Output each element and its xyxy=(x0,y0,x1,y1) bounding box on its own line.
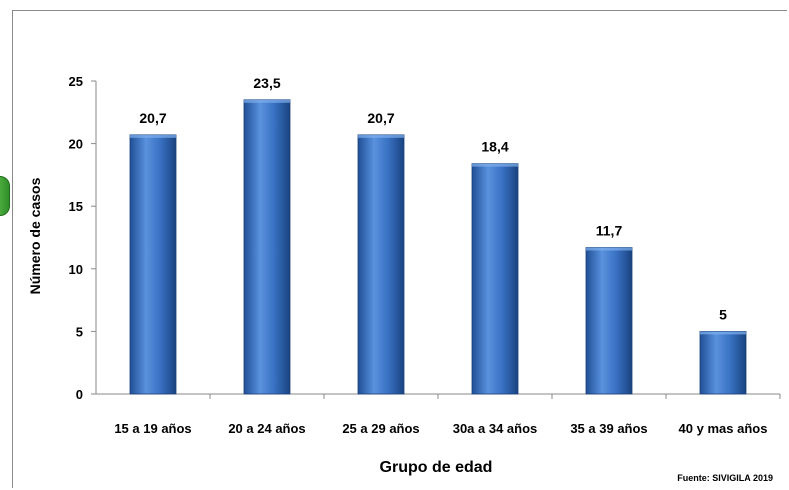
source-note: Fuente: SIVIGILA 2019 xyxy=(677,473,773,483)
x-axis-title: Grupo de edad xyxy=(380,459,493,476)
data-label: 11,7 xyxy=(596,223,623,239)
bar xyxy=(471,163,519,395)
category-labels: 15 a 19 años 20 a 24 años 25 a 29 años 30a … xyxy=(114,421,767,436)
bar-top-highlight xyxy=(700,331,746,335)
category-label: 15 a 19 años xyxy=(114,421,191,436)
category-label: 20 a 24 años xyxy=(228,421,305,436)
bars xyxy=(129,99,747,395)
bar xyxy=(357,134,405,395)
x-axis xyxy=(96,393,781,399)
data-label: 20,7 xyxy=(139,110,166,126)
bar-top-highlight xyxy=(586,247,632,251)
data-label: 18,4 xyxy=(481,139,508,155)
category-label: 35 a 39 años xyxy=(570,421,647,436)
category-label: 40 y mas años xyxy=(679,421,768,436)
y-tick-label: 25 xyxy=(69,74,83,89)
y-axis-title: Número de casos xyxy=(27,177,43,294)
data-labels: 20,7 23,5 20,7 18,4 11,7 5 xyxy=(139,75,727,323)
bar-top-highlight xyxy=(472,163,518,167)
category-label: 30a a 34 años xyxy=(453,421,538,436)
bar xyxy=(129,134,177,395)
y-axis: 0 5 10 15 20 25 xyxy=(69,74,97,402)
y-tick-label: 0 xyxy=(76,387,83,402)
category-label: 25 a 29 años xyxy=(342,421,419,436)
bar-top-highlight xyxy=(358,134,404,138)
data-label: 5 xyxy=(719,306,727,322)
bar xyxy=(243,99,291,395)
bar-top-highlight xyxy=(130,134,176,138)
chart-area-border xyxy=(12,10,787,488)
y-tick-label: 5 xyxy=(76,324,83,339)
y-tick-label: 20 xyxy=(69,137,83,152)
y-tick-label: 15 xyxy=(69,199,83,214)
data-label: 20,7 xyxy=(367,110,394,126)
bar-top-highlight xyxy=(244,99,290,103)
data-label: 23,5 xyxy=(253,75,280,91)
bar xyxy=(699,330,747,395)
bar xyxy=(585,247,633,395)
y-tick-label: 10 xyxy=(69,262,83,277)
